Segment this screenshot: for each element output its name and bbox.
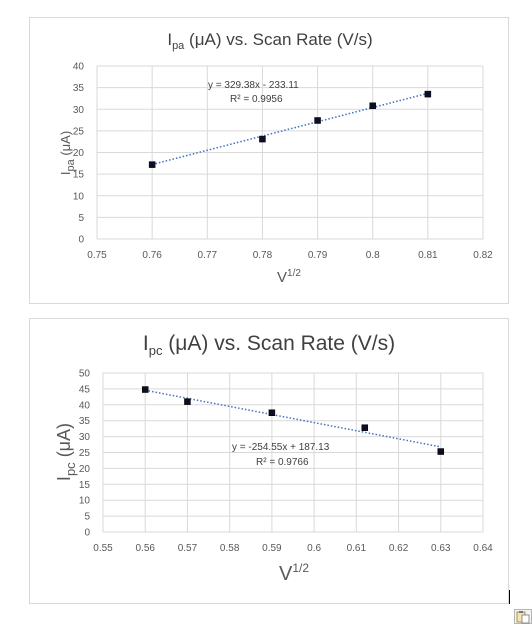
y-tick-label: 30: [73, 105, 85, 116]
chart-ipa: Ipa (μA) vs. Scan Rate (V/s) Ipa (μA) V1…: [58, 30, 493, 286]
x-tick-label: 0.77: [198, 250, 218, 261]
y-tick-label: 20: [79, 464, 91, 475]
data-point: [141, 386, 149, 393]
y-tick-label: 50: [79, 369, 91, 380]
y-tick-label: 15: [73, 170, 85, 181]
y-tick-label: 30: [79, 432, 91, 443]
data-point: [259, 135, 266, 143]
x-axis-label: V1/2: [277, 268, 301, 286]
y-tick-label: 20: [73, 148, 85, 159]
x-axis-label: V1/2: [279, 561, 309, 585]
data-point: [148, 161, 156, 168]
data-point: [437, 448, 445, 455]
y-tick-label: 35: [79, 416, 91, 427]
x-tick-label: 0.78: [253, 250, 273, 261]
y-tick-label: 35: [73, 83, 85, 94]
chart-ipc-frame[interactable]: Ipc (μA) vs. Scan Rate (V/s) Ipc (μA) V1…: [29, 318, 509, 604]
x-tick-label: 0.81: [418, 250, 438, 261]
x-tick-label: 0.6: [307, 543, 321, 554]
y-tick-label: 0: [78, 235, 84, 246]
x-tick-label: 0.57: [178, 543, 198, 554]
y-tick-label: 5: [78, 213, 84, 224]
y-tick-label: 10: [73, 191, 85, 202]
chart-title: Ipc (μA) vs. Scan Rate (V/s): [143, 332, 395, 358]
x-tick-label: 0.55: [93, 543, 113, 554]
chart-ipa-frame[interactable]: Ipa (μA) vs. Scan Rate (V/s) Ipa (μA) V1…: [29, 17, 509, 304]
x-tick-label: 0.75: [87, 250, 107, 261]
x-tick-label: 0.82: [473, 250, 493, 261]
y-tick-label: 10: [79, 496, 91, 507]
y-tick-label: 5: [84, 512, 90, 523]
paste-options-icon[interactable]: [514, 609, 532, 624]
text-cursor: [509, 590, 510, 604]
data-point: [369, 102, 376, 110]
gridlines: [102, 372, 484, 533]
data-point: [361, 424, 369, 431]
x-tick-label: 0.64: [473, 543, 493, 554]
y-axis-label: Ipc (μA): [54, 423, 78, 481]
data-point: [314, 117, 321, 124]
trendline-r-squared: R² = 0.9956: [230, 94, 283, 105]
trendline: [151, 92, 429, 166]
y-tick-label: 25: [73, 126, 85, 137]
trendline: [145, 389, 441, 448]
x-tick-label: 0.63: [431, 543, 451, 554]
data-point: [424, 90, 432, 98]
y-tick-label: 45: [79, 384, 91, 395]
x-tick-label: 0.61: [347, 543, 367, 554]
x-tick-label: 0.58: [220, 543, 240, 554]
trendline-equation: y = -254.55x + 187.13: [232, 442, 330, 453]
x-tick-label: 0.76: [142, 250, 162, 261]
y-tick-label: 25: [79, 448, 91, 459]
x-tick-label: 0.62: [389, 543, 409, 554]
y-tick-label: 15: [79, 480, 91, 491]
y-tick-label: 40: [73, 62, 85, 73]
trendline-equation: y = 329.38x - 233.11: [208, 80, 299, 91]
trendline-r-squared: R² = 0.9766: [256, 457, 309, 468]
x-tick-label: 0.79: [308, 250, 328, 261]
data-point: [184, 398, 191, 405]
x-tick-label: 0.59: [262, 543, 282, 554]
data-point: [268, 409, 276, 416]
chart-ipc: Ipc (μA) vs. Scan Rate (V/s) Ipc (μA) V1…: [54, 332, 493, 585]
x-tick-label: 0.56: [135, 543, 155, 554]
x-tick-label: 0.8: [366, 250, 380, 261]
gridlines: [96, 65, 484, 240]
y-axis-label: Ipa (μA): [58, 131, 77, 175]
y-tick-label: 0: [84, 528, 90, 539]
chart-title: Ipa (μA) vs. Scan Rate (V/s): [167, 30, 372, 52]
y-tick-label: 40: [79, 400, 91, 411]
